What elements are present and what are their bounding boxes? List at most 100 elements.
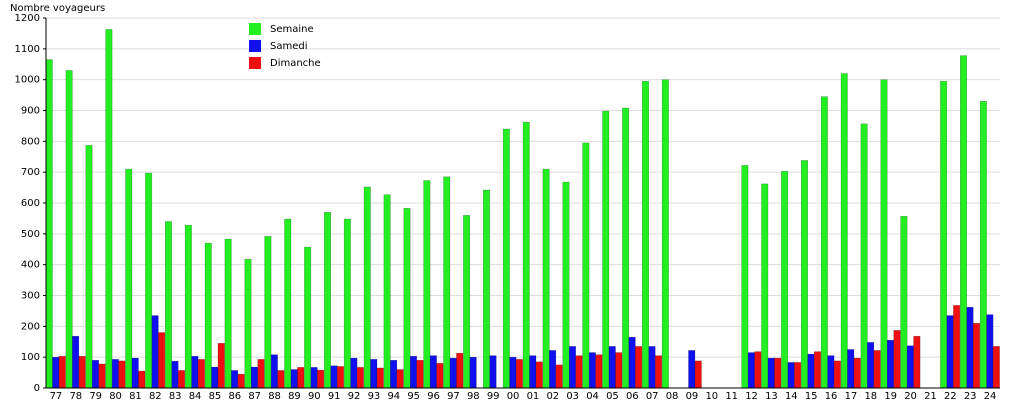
bar [264,236,272,389]
bar [376,367,384,389]
bar [370,359,378,389]
bar [449,357,457,389]
bar [58,355,66,389]
bar [217,343,225,389]
x-tick-label: 18 [864,391,877,400]
x-tick-label: 19 [884,391,897,400]
y-tick-label: 1200 [15,13,40,24]
bar [231,370,239,389]
x-tick-label: 83 [169,391,182,400]
bar [860,123,868,389]
bar [257,359,265,389]
bar [151,315,159,389]
bar [177,370,185,389]
bar [85,145,93,389]
bar [827,355,835,389]
y-tick-label: 300 [21,291,40,302]
x-tick-label: 80 [109,391,122,400]
bar [390,360,398,389]
bar [310,367,318,389]
bar [847,349,855,389]
bar [966,306,974,389]
legend-label: Dimanche [270,58,321,69]
x-tick-label: 20 [904,391,917,400]
bar [588,352,596,389]
bar [409,355,417,389]
bar [886,339,894,389]
bar [270,354,278,389]
bar [813,351,821,389]
bar [602,110,610,389]
x-tick-label: 97 [447,391,460,400]
bar [171,360,179,389]
y-tick-label: 100 [21,352,40,363]
y-tick-label: 500 [21,229,40,240]
bar [820,96,828,389]
legend-label: Semaine [270,24,314,35]
bar [456,352,464,389]
x-tick-label: 02 [546,391,559,400]
x-tick-label: 09 [686,391,699,400]
bar [443,176,451,389]
bar [880,79,888,389]
y-tick-label: 700 [21,167,40,178]
bar [250,366,258,389]
bar [913,335,921,389]
bar [787,362,795,389]
bar [396,369,404,389]
x-tick-label: 87 [248,391,261,400]
bar [946,315,954,389]
legend-swatch [249,57,261,69]
x-tick-label: 15 [805,391,818,400]
bar [794,362,802,389]
bar [237,373,245,389]
bar [635,346,643,389]
y-tick-label: 1100 [15,44,40,55]
x-tick-label: 88 [268,391,281,400]
bar [284,218,292,389]
x-tick-label: 00 [507,391,520,400]
bar [900,216,908,389]
bar [960,55,967,389]
bar [197,359,205,389]
bar [535,361,543,389]
bar [522,121,530,389]
bar [52,356,60,389]
x-tick-label: 13 [765,391,778,400]
x-tick-label: 05 [606,391,619,400]
bar [661,79,669,389]
x-tick-label: 24 [984,391,997,400]
bar [277,370,285,389]
bar [972,323,980,389]
bar [111,359,119,389]
x-tick-label: 89 [288,391,301,400]
x-tick-label: 16 [825,391,838,400]
legend-swatch [249,23,261,35]
bar [363,186,371,389]
bar [383,194,391,389]
bar [654,355,662,389]
bar [774,357,782,389]
bar [165,221,172,389]
y-axis-label: Nombre voyageurs [10,3,105,14]
bar [622,107,630,389]
bar [290,369,298,389]
bar [562,181,570,389]
x-tick-label: 78 [69,391,82,400]
legend-swatch [249,40,261,52]
y-tick-label: 900 [21,106,40,117]
bar [416,360,424,389]
bar [125,168,133,389]
bar [615,352,623,389]
y-tick-label: 1000 [15,75,40,86]
bar [356,367,364,389]
bar [483,189,490,389]
bar [184,224,192,389]
x-tick-label: 22 [944,391,957,400]
bar [568,346,576,389]
bar [45,59,53,389]
bar [741,165,749,389]
bar [575,355,583,389]
bar [833,360,841,389]
bar [98,363,106,389]
